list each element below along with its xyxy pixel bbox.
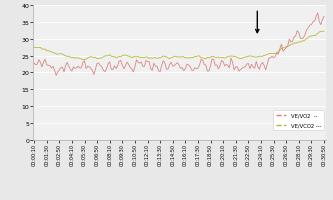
Legend: VE/VO2  --, VE/VCO2 ---: VE/VO2 --, VE/VCO2 --- (273, 111, 324, 131)
